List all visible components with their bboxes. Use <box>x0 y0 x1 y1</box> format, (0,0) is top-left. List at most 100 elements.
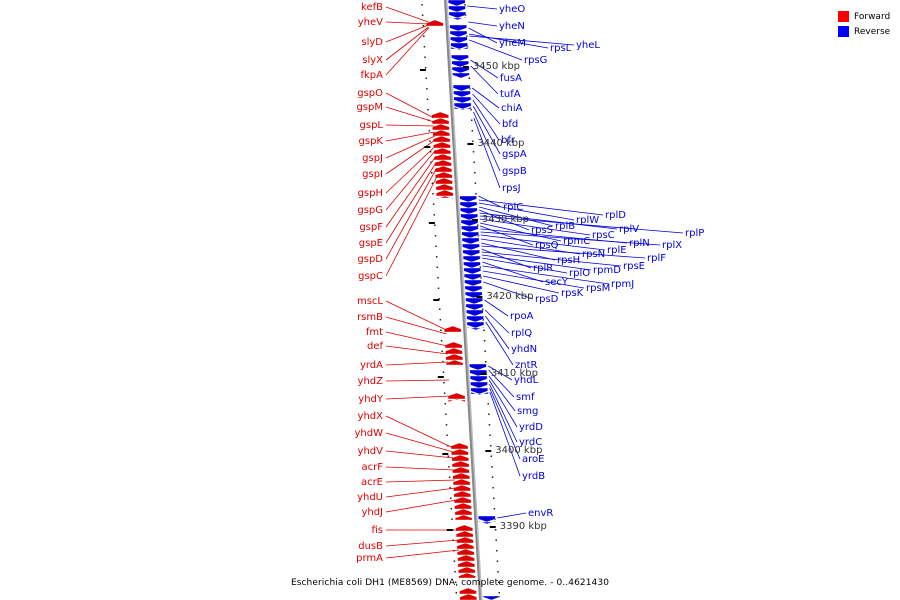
leader-line <box>488 369 515 398</box>
leader-line <box>483 281 534 300</box>
tick-dot <box>426 98 429 100</box>
gene-label-fis: fis <box>371 525 383 536</box>
gene-label-mscL: mscL <box>357 296 383 307</box>
tick-dot <box>454 571 456 573</box>
forward-gene-arrow <box>453 496 472 504</box>
legend-forward-label: Forward <box>854 11 891 22</box>
gene-label-rplE: rplE <box>607 245 627 256</box>
gene-label-rpsG: rpsG <box>524 55 547 66</box>
gene-label-gspK: gspK <box>359 136 384 147</box>
leader-line <box>488 365 513 381</box>
leader-line <box>473 117 501 189</box>
leader-line <box>472 99 500 141</box>
leader-line <box>488 379 518 428</box>
tick-dot <box>453 560 456 562</box>
gene-label-gspC: gspC <box>358 271 383 282</box>
reverse-gene-arrow <box>466 309 484 317</box>
reverse-gene-arrow <box>465 297 483 305</box>
scale-mark <box>446 529 453 531</box>
tick-dot <box>474 172 476 174</box>
scale-mark <box>485 450 492 452</box>
scale-mark <box>467 143 474 145</box>
scale-mark <box>462 66 469 68</box>
gene-label-rplP: rplP <box>685 228 704 239</box>
reverse-gene-arrow <box>448 16 467 21</box>
leader-line <box>481 242 556 261</box>
forward-gene-arrow <box>445 347 463 355</box>
scale-mark <box>428 222 435 224</box>
reverse-gene-arrow <box>450 42 468 50</box>
tick-dot <box>475 193 477 195</box>
tick-dot <box>472 151 475 153</box>
leader-line <box>385 361 449 366</box>
gene-label-yrdC: yrdC <box>519 437 542 448</box>
gene-label-yhdZ: yhdZ <box>358 376 384 387</box>
genome-caption: Escherichia coli DH1 (ME8569) DNA, compl… <box>290 578 610 588</box>
tick-dot <box>471 130 474 132</box>
forward-gene-arrow <box>452 466 470 474</box>
gene-label-acrF: acrF <box>362 462 384 473</box>
tick-dot <box>447 455 450 457</box>
gene-label-gspJ: gspJ <box>362 153 383 164</box>
gene-label-bfd: bfd <box>502 119 518 130</box>
gene-label-gspF: gspF <box>359 222 383 233</box>
tick-dot <box>497 581 500 583</box>
leader-line <box>385 395 451 400</box>
tick-dot <box>437 287 440 289</box>
tick-dot <box>426 88 428 90</box>
leader-line <box>480 231 661 246</box>
tick-dot <box>435 245 437 247</box>
gene-label-rplN: rplN <box>629 238 650 249</box>
leader-line <box>468 33 549 49</box>
tick-dot <box>496 550 498 552</box>
tick-dot <box>454 581 457 583</box>
leader-line <box>481 251 622 267</box>
gene-label-yrdD: yrdD <box>519 422 543 433</box>
leader-line <box>480 234 606 251</box>
leader-line <box>480 225 534 246</box>
leader-line <box>484 309 510 334</box>
tick-dot <box>483 329 485 331</box>
tick-dot <box>429 151 432 153</box>
leader-line <box>385 26 429 61</box>
scale-mark <box>476 296 483 298</box>
leader-line <box>385 139 436 175</box>
gene-label-yhdN: yhdN <box>511 344 537 355</box>
reverse-gene-arrow <box>454 106 472 111</box>
leader-line <box>479 222 562 242</box>
gene-label-rplC: rplC <box>503 202 523 213</box>
gene-label-rpsQ: rpsQ <box>535 240 559 251</box>
gene-label-rplW: rplW <box>576 215 599 226</box>
gene-label-rpmJ: rpmJ <box>611 279 634 290</box>
forward-gene-arrow <box>431 117 450 125</box>
gene-label-gspB: gspB <box>502 166 527 177</box>
gene-label-rpsL: rpsL <box>550 43 572 54</box>
scale-label: 3420 kbp <box>486 291 533 302</box>
forward-gene-arrow <box>452 478 471 486</box>
leader-line <box>385 92 435 119</box>
gene-label-kefB: kefB <box>361 2 383 13</box>
tick-dot <box>491 476 494 478</box>
forward-gene-arrow <box>436 189 454 197</box>
reverse-gene-arrow <box>452 72 470 79</box>
leader-line <box>481 257 568 274</box>
reverse-gene-arrow <box>464 279 482 287</box>
leader-line <box>485 321 514 366</box>
label-leader-lines <box>385 5 684 559</box>
tick-dot <box>464 4 466 6</box>
forward-gene-arrow <box>433 153 452 161</box>
forward-gene-arrow <box>455 524 473 532</box>
reverse-gene-arrow <box>461 237 480 245</box>
scale-labels: 3450 kbp 3440 kbp 3430 kbp 3420 kbp 3410 kbp… <box>419 61 547 532</box>
forward-gene-arrow <box>457 548 475 556</box>
leader-line <box>385 432 454 453</box>
gene-label-acrE: acrE <box>361 477 383 488</box>
forward-gene-arrow <box>454 508 473 516</box>
legend-reverse: Reverse <box>838 24 890 39</box>
tick-dot <box>498 592 501 594</box>
leader-line <box>489 387 521 460</box>
gene-label-rplR: rplR <box>533 263 553 274</box>
tick-dot <box>422 25 424 27</box>
tick-dot <box>432 203 435 205</box>
gene-label-yheM: yheM <box>499 38 526 49</box>
